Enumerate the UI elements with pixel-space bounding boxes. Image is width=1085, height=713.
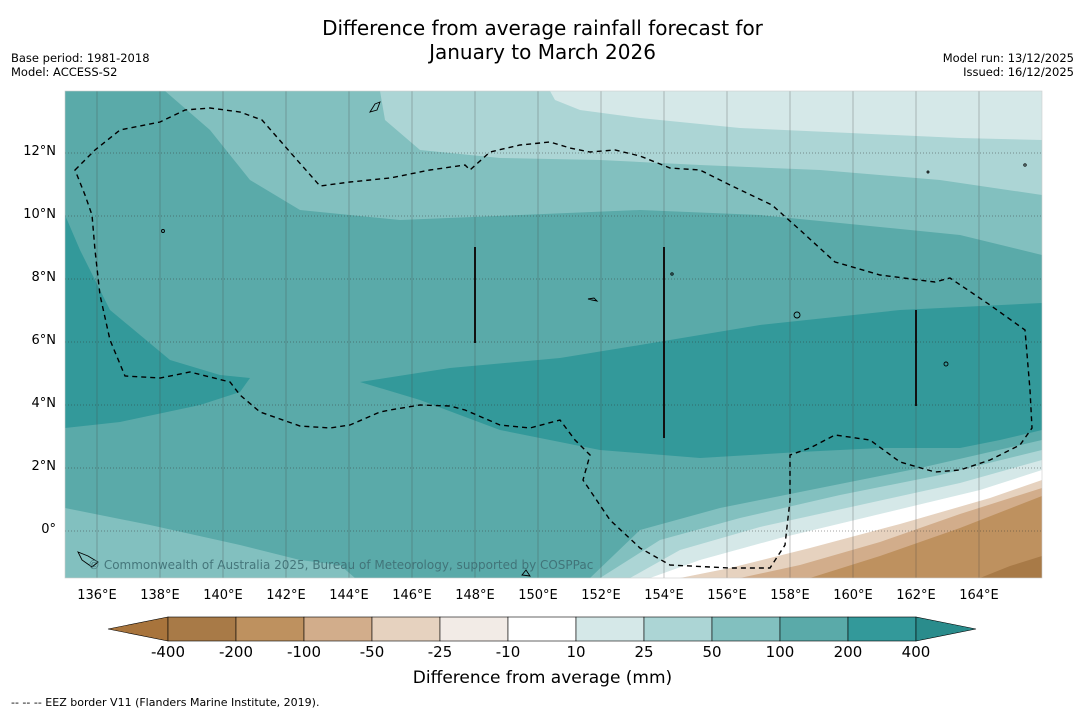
x-tick-label: 148°E (455, 588, 495, 603)
colorbar-tick-label: 100 (765, 643, 795, 661)
colorbar-swatch (575, 616, 645, 642)
y-tick-label: 0° (41, 522, 56, 537)
colorbar-swatch (643, 616, 713, 642)
x-tick-label: 156°E (707, 588, 747, 603)
contour-200-400-center (360, 303, 1042, 458)
contour-50-100-sw (65, 508, 355, 578)
x-tick-label: 136°E (77, 588, 117, 603)
title-line-1: Difference from average rainfall forecas… (322, 16, 763, 40)
x-tick-label: 162°E (896, 588, 936, 603)
colorbar-swatch (507, 616, 577, 642)
rainfall-contours (65, 91, 1042, 578)
x-tick-label: 144°E (329, 588, 369, 603)
colorbar-tick-label: 200 (833, 643, 863, 661)
latitude-gridlines (65, 152, 1042, 532)
colorbar-extend-low (107, 616, 169, 642)
x-tick-label: 142°E (266, 588, 306, 603)
colorbar-tick-label: -200 (218, 643, 254, 661)
title-line-2: January to March 2026 (429, 40, 656, 64)
eez-legend-footnote: -- -- -- EEZ border V11 (Flanders Marine… (11, 696, 320, 709)
colorbar-swatch (711, 616, 781, 642)
colorbar-extend-high (915, 616, 977, 642)
x-tick-label: 150°E (518, 588, 558, 603)
colorbar-tick-label: -25 (427, 643, 453, 661)
colorbar-tick-label: 10 (566, 643, 586, 661)
islands (77, 101, 1027, 577)
colorbar-tick-label: 25 (634, 643, 654, 661)
x-tick-label: 138°E (140, 588, 180, 603)
colorbar-swatch (235, 616, 305, 642)
x-tick-label: 158°E (770, 588, 810, 603)
x-tick-label: 164°E (959, 588, 999, 603)
copyright-credit: © Commonwealth of Australia 2025, Bureau… (88, 558, 594, 572)
model-name: Model: ACCESS-S2 (11, 65, 118, 79)
longitude-gridlines (96, 91, 980, 578)
x-tick-label: 146°E (392, 588, 432, 603)
colorbar-swatch (439, 616, 509, 642)
y-tick-label: 12°N (23, 144, 56, 159)
issued-date: Issued: 16/12/2025 (963, 65, 1074, 79)
contour-minus400-minus200 (980, 556, 1042, 578)
colorbar-tick-label: 400 (901, 643, 931, 661)
colorbar-tick-label: -400 (150, 643, 186, 661)
y-tick-label: 2°N (31, 459, 57, 474)
colorbar-tick-label: -100 (286, 643, 322, 661)
colorbar-swatch (847, 616, 917, 642)
y-tick-label: 10°N (23, 207, 56, 222)
x-tick-label: 160°E (833, 588, 873, 603)
colorbar-tick-label: 50 (702, 643, 722, 661)
y-tick-label: 6°N (31, 333, 57, 348)
x-tick-label: 152°E (581, 588, 621, 603)
colorbar-swatch (371, 616, 441, 642)
model-run: Model run: 13/12/2025 (942, 51, 1074, 65)
base-period: Base period: 1981-2018 (11, 51, 150, 65)
x-tick-label: 140°E (203, 588, 243, 603)
x-tick-label: 154°E (644, 588, 684, 603)
contour-10-25-north (550, 91, 1042, 140)
y-tick-label: 8°N (31, 270, 57, 285)
y-tick-label: 4°N (31, 396, 57, 411)
contour-minus200-minus100 (810, 496, 1042, 578)
colorbar-label: Difference from average (mm) (412, 668, 673, 688)
colorbar-tick-label: -10 (495, 643, 521, 661)
colorbar-swatch (167, 616, 237, 642)
colorbar-swatch (303, 616, 373, 642)
colorbar (107, 616, 977, 642)
colorbar-swatch (779, 616, 849, 642)
colorbar-tick-label: -50 (359, 643, 385, 661)
